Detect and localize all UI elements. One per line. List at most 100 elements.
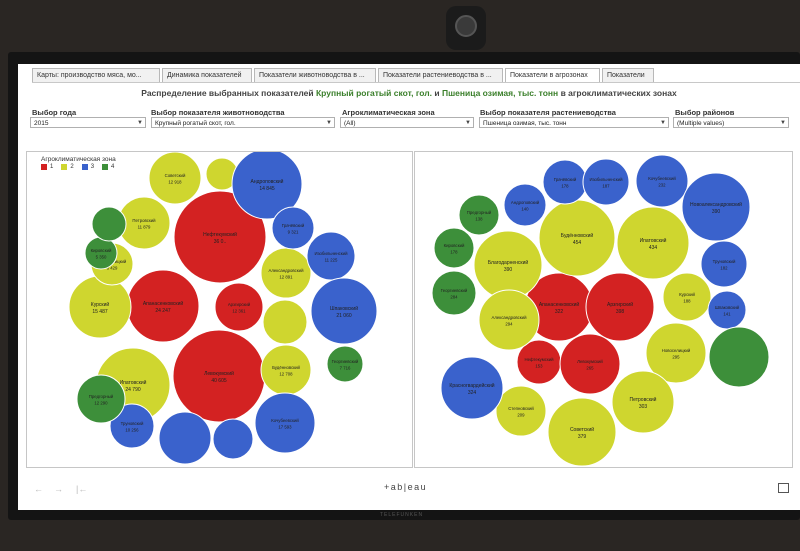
bubble-circle[interactable] xyxy=(310,277,378,345)
tab-crops[interactable]: Показатели растениеводства в ... xyxy=(378,68,503,83)
bubble-circle[interactable] xyxy=(503,183,547,227)
tab-maps[interactable]: Карты: производство мяса, мо... xyxy=(32,68,160,83)
bubble-circle[interactable] xyxy=(260,344,312,396)
fullscreen-icon[interactable] xyxy=(778,483,789,493)
tab-agrozones[interactable]: Показатели в агрозонах xyxy=(505,68,600,83)
bubble-circle[interactable] xyxy=(611,370,675,434)
bubble-circle[interactable] xyxy=(681,172,751,242)
bubble-circle[interactable] xyxy=(84,236,118,270)
bubble-circle[interactable] xyxy=(495,385,547,437)
bubble-circle[interactable] xyxy=(214,282,264,332)
bubble-circle[interactable] xyxy=(173,190,267,284)
bubble-circle[interactable] xyxy=(635,154,689,208)
revert-icon[interactable]: |← xyxy=(76,484,88,494)
district-select[interactable]: (Multiple values) ▼ xyxy=(673,117,789,128)
bubble-mark[interactable] xyxy=(262,299,308,345)
bubble-circle[interactable] xyxy=(582,158,630,206)
bubble-circle[interactable] xyxy=(262,299,308,345)
bubble-mark[interactable] xyxy=(708,326,770,388)
year-select[interactable]: 2015 ▼ xyxy=(30,117,146,128)
bubble-circle[interactable] xyxy=(662,272,712,322)
bubble-circle[interactable] xyxy=(254,392,316,454)
bubble-circle[interactable] xyxy=(707,290,747,330)
bubble-circle[interactable] xyxy=(431,270,477,316)
bubble-circle[interactable] xyxy=(326,345,364,383)
bubble-circle[interactable] xyxy=(271,206,315,250)
undo-icon[interactable]: ← xyxy=(34,484,43,494)
bubble-mark[interactable] xyxy=(212,418,254,460)
bubble-circle[interactable] xyxy=(260,247,312,299)
bubble-circle[interactable] xyxy=(158,411,212,465)
crop-select[interactable]: Пшеница озимая, тыс. тонн ▼ xyxy=(479,117,669,128)
tab-dynamics[interactable]: Динамика показателей xyxy=(162,68,252,83)
bubble-circle[interactable] xyxy=(306,231,356,281)
bubble-circle[interactable] xyxy=(645,322,707,384)
bubble-circle[interactable] xyxy=(458,194,500,236)
legend-item[interactable]: 1 xyxy=(41,164,53,170)
bubble-circle[interactable] xyxy=(559,333,621,395)
bubble-mark[interactable] xyxy=(158,411,212,465)
bubble-circle[interactable] xyxy=(91,206,127,242)
zone-select[interactable]: (All) ▼ xyxy=(340,117,474,128)
bubble-mark[interactable] xyxy=(91,206,127,242)
bubble-circle[interactable] xyxy=(708,326,770,388)
bubble-circle[interactable] xyxy=(585,272,655,342)
legend-item[interactable]: 3 xyxy=(81,164,94,170)
bubble-circle[interactable] xyxy=(212,418,254,460)
bubble-circle[interactable] xyxy=(440,356,504,420)
bubble-circle[interactable] xyxy=(542,159,588,205)
legend-item[interactable]: 2 xyxy=(61,164,74,170)
bubble-circle[interactable] xyxy=(616,206,690,280)
bubble-circle[interactable] xyxy=(109,403,155,449)
legend-item[interactable]: 4 xyxy=(102,164,114,170)
bubble-circle[interactable] xyxy=(478,289,540,351)
tab-indicators[interactable]: Показатели xyxy=(602,68,654,83)
bubble-circle[interactable] xyxy=(433,227,475,269)
bubble-circle[interactable] xyxy=(547,397,617,467)
tab-livestock[interactable]: Показатели животноводства в ... xyxy=(254,68,376,83)
bubble-circle[interactable] xyxy=(148,151,202,205)
bubble-circle[interactable] xyxy=(700,240,748,288)
livestock-select[interactable]: Крупный рогатый скот, гол. ▼ xyxy=(151,117,335,128)
bubble-circle[interactable] xyxy=(76,374,126,424)
redo-icon[interactable]: → xyxy=(54,484,63,494)
